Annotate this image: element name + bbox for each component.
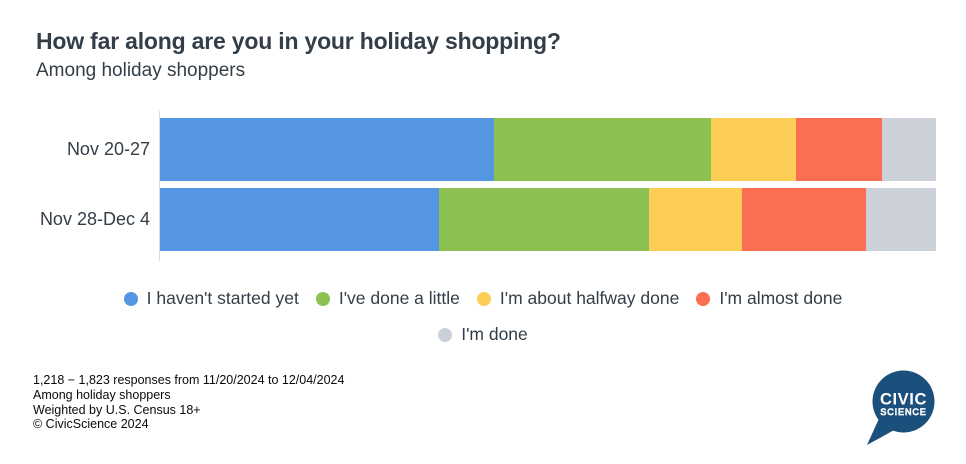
chart-legend: I haven't started yet I've done a little I… bbox=[0, 288, 966, 345]
legend-item: I haven't started yet bbox=[123, 288, 299, 309]
logo-bubble bbox=[872, 370, 935, 433]
legend-label: I've done a little bbox=[338, 288, 460, 308]
legend-item: I'm about halfway done bbox=[476, 288, 680, 309]
legend-dot-icon bbox=[696, 291, 711, 306]
legend-item: I'm almost done bbox=[696, 288, 842, 309]
logo-text-science: SCIENCE bbox=[880, 407, 926, 417]
chart-footnote: 1,218 − 1,823 responses from 11/20/2024 … bbox=[33, 373, 344, 432]
legend-item: I've done a little bbox=[315, 288, 460, 309]
footnote-line: Weighted by U.S. Census 18+ bbox=[33, 402, 201, 417]
bar-segment bbox=[160, 118, 494, 181]
legend-item: I'm done bbox=[438, 324, 528, 345]
legend-row: I'm done bbox=[438, 324, 528, 345]
bar-segment bbox=[741, 188, 867, 251]
civicscience-logo: CIVIC SCIENCE bbox=[867, 370, 935, 445]
bar-segment bbox=[493, 118, 711, 181]
footnote-line: Among holiday shoppers bbox=[33, 387, 171, 402]
bar-row bbox=[160, 118, 936, 181]
legend-dot-icon bbox=[476, 291, 491, 306]
footnote-line: © CivicScience 2024 bbox=[33, 417, 149, 432]
legend-dot-icon bbox=[438, 327, 453, 342]
legend-label: I haven't started yet bbox=[146, 288, 299, 308]
bar-segment bbox=[648, 188, 742, 251]
stacked-bar-chart: Nov 20-27 Nov 28-Dec 4 bbox=[39, 111, 936, 261]
category-label: Nov 20-27 bbox=[66, 139, 150, 159]
y-axis-line bbox=[159, 111, 160, 261]
bar-segment bbox=[881, 118, 936, 181]
page-subtitle: Among holiday shoppers bbox=[36, 60, 246, 81]
category-label: Nov 28-Dec 4 bbox=[39, 209, 150, 229]
legend-label: I'm almost done bbox=[719, 288, 843, 308]
legend-label: I'm done bbox=[461, 324, 528, 344]
legend-row: I haven't started yet I've done a little I… bbox=[123, 288, 842, 309]
page-title: How far along are you in your holiday sh… bbox=[36, 28, 561, 54]
footnote-line: 1,218 − 1,823 responses from 11/20/2024 … bbox=[33, 373, 345, 387]
bar-segment bbox=[710, 118, 797, 181]
legend-label: I'm about halfway done bbox=[499, 288, 680, 308]
bar-segment bbox=[866, 188, 936, 251]
bar-segment bbox=[160, 188, 440, 251]
legend-dot-icon bbox=[123, 291, 138, 306]
logo-text-civic: CIVIC bbox=[880, 391, 927, 409]
bar-segment bbox=[439, 188, 649, 251]
bar-row bbox=[160, 188, 936, 251]
bar-segment bbox=[796, 118, 882, 181]
legend-dot-icon bbox=[315, 291, 330, 306]
